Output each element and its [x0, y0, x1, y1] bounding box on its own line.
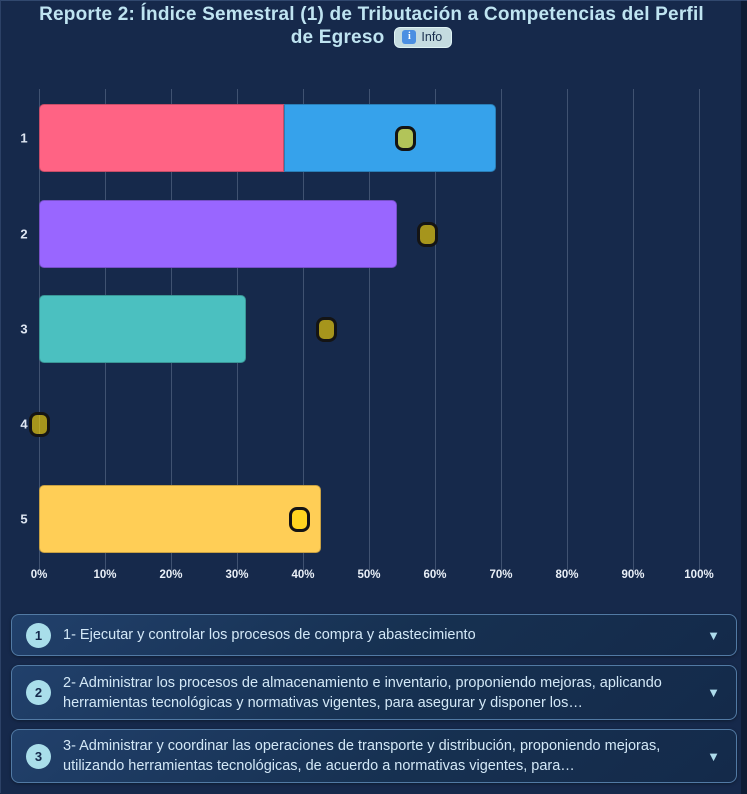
- index-marker: [416, 221, 438, 247]
- competency-number-badge: 3: [26, 743, 51, 769]
- gridline: [501, 89, 502, 570]
- y-axis-category-label: 1: [20, 130, 28, 146]
- x-axis-tick-label: 70%: [489, 569, 513, 581]
- x-axis-tick-label: 0%: [30, 569, 48, 581]
- info-button-label: Info: [421, 30, 443, 44]
- x-axis-tick-label: 80%: [555, 569, 579, 581]
- accordion-item-2[interactable]: 2 2- Administrar los procesos de almacen…: [11, 665, 737, 720]
- x-axis-tick-label: 90%: [621, 569, 645, 581]
- bar-segment: [283, 104, 496, 172]
- x-axis-tick-label: 50%: [357, 569, 381, 581]
- index-marker: [28, 411, 50, 437]
- x-axis-tick-label: 100%: [684, 569, 714, 581]
- gridline: [699, 89, 700, 570]
- y-axis-category-label: 4: [20, 416, 28, 432]
- gridline: [435, 89, 436, 570]
- competency-accordion-list: 1 1- Ejecutar y controlar los procesos d…: [11, 614, 737, 783]
- competency-text: 3- Administrar y coordinar las operacion…: [63, 738, 661, 774]
- page-title-line1: Reporte 2: Índice Semestral (1) de Tribu…: [39, 4, 704, 25]
- chevron-down-icon: ▼: [707, 627, 720, 643]
- accordion-item-3[interactable]: 3 3- Administrar y coordinar las operaci…: [11, 729, 737, 783]
- report-header: Reporte 2: Índice Semestral (1) de Tribu…: [1, 3, 742, 49]
- page-right-gutter: [741, 1, 747, 794]
- competency-text: 2- Administrar los procesos de almacenam…: [63, 674, 662, 711]
- gridline: [303, 89, 304, 570]
- competency-number-badge: 1: [26, 622, 51, 648]
- index-marker: [394, 125, 416, 151]
- bar-segment: [39, 485, 322, 553]
- index-marker: [288, 506, 310, 532]
- x-axis-tick-label: 60%: [423, 569, 447, 581]
- y-axis-category-label: 5: [20, 511, 28, 527]
- x-axis-tick-label: 30%: [225, 569, 249, 581]
- chevron-down-icon: ▼: [707, 748, 720, 764]
- index-marker: [316, 316, 338, 342]
- bar-segment: [39, 104, 284, 172]
- gridline: [369, 89, 370, 570]
- semester-index-bar-chart: 0% 10% 20% 30% 40% 50% 60% 70% 80% 90% 100% 1 2 3 4 5: [1, 61, 742, 601]
- gridline: [567, 89, 568, 570]
- info-button[interactable]: i Info: [394, 27, 453, 48]
- chevron-down-icon: ▼: [707, 685, 720, 700]
- bar-segment: [39, 200, 397, 268]
- page-title-line2: de Egreso: [290, 27, 385, 48]
- gridline: [633, 89, 634, 570]
- x-axis-tick-label: 40%: [291, 569, 315, 581]
- bar-segment: [39, 295, 246, 363]
- y-axis-category-label: 2: [20, 226, 28, 242]
- accordion-item-1[interactable]: 1 1- Ejecutar y controlar los procesos d…: [11, 614, 737, 656]
- info-icon: i: [402, 30, 417, 44]
- competency-text: 1- Ejecutar y controlar los procesos de …: [63, 627, 476, 643]
- competency-number-badge: 2: [26, 680, 51, 705]
- x-axis-tick-label: 20%: [159, 569, 183, 581]
- y-axis-category-label: 3: [20, 321, 28, 337]
- x-axis-tick-label: 10%: [93, 569, 117, 581]
